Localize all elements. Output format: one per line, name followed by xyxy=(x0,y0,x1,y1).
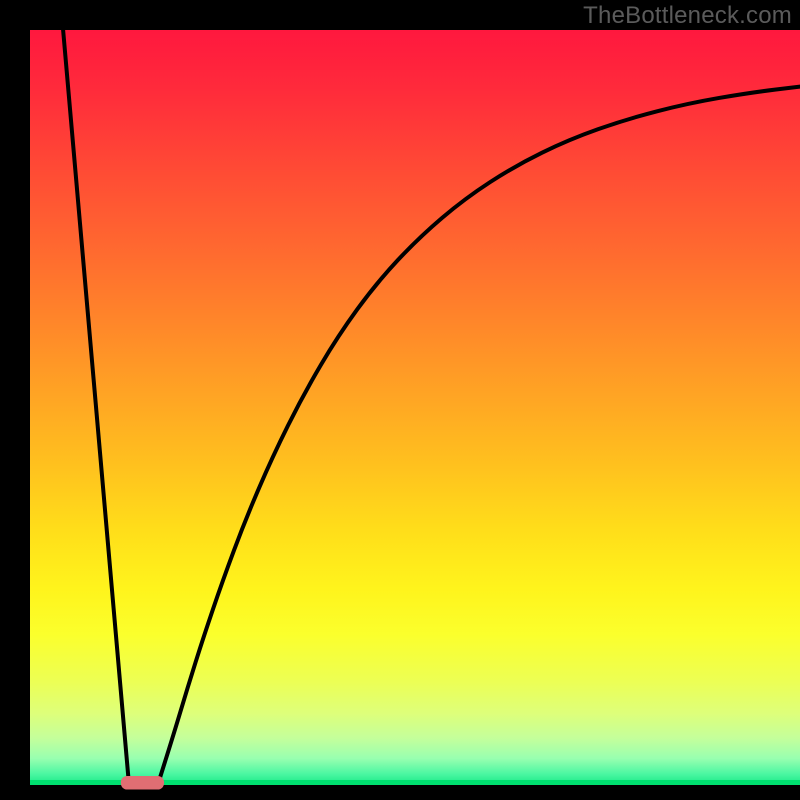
chart-container: TheBottleneck.com xyxy=(0,0,800,800)
bottleneck-chart xyxy=(0,0,800,800)
plot-gradient-bg xyxy=(30,30,800,785)
optimum-marker xyxy=(121,776,164,790)
watermark-text: TheBottleneck.com xyxy=(583,2,792,30)
